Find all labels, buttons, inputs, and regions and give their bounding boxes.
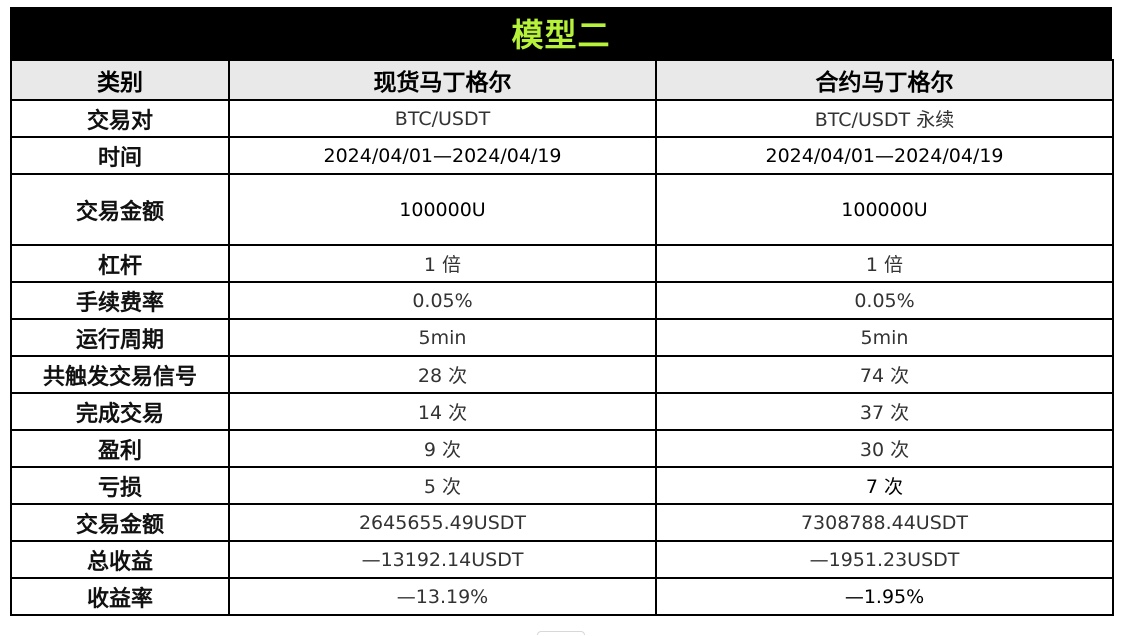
row-label: 收益率 [10,577,230,616]
spot-value: 0.05% [228,281,657,320]
table-title: 模型二 [10,7,1112,59]
table-row: 交易金额 100000U 100000U [10,173,1114,246]
table-row: 收益率 —13.19% —1.95% [10,577,1114,616]
spot-value: 9 次 [228,429,657,468]
futures-value: 0.05% [655,281,1114,320]
row-label: 盈利 [10,429,230,468]
row-label: 交易对 [10,99,230,138]
header-spot: 现货马丁格尔 [228,59,657,101]
row-label: 亏损 [10,466,230,505]
spot-value: 100000U [228,173,657,246]
comparison-table: 类别 现货马丁格尔 合约马丁格尔 交易对 BTC/USDT BTC/USDT 永… [10,59,1114,616]
row-label: 交易金额 [10,503,230,542]
table-row: 交易金额 2645655.49USDT 7308788.44USDT [10,503,1114,542]
row-label: 总收益 [10,540,230,579]
table-row: 手续费率 0.05% 0.05% [10,281,1114,320]
futures-value: 74 次 [655,355,1114,394]
spot-value: —13.19% [228,577,657,616]
spot-value: 1 倍 [228,244,657,283]
spot-value: 14 次 [228,392,657,431]
table-row: 亏损 5 次 7 次 [10,466,1114,505]
spot-value: 5min [228,318,657,357]
comparison-table-container: 模型二 类别 现货马丁格尔 合约马丁格尔 交易对 BTC/USDT BTC/US… [10,7,1114,616]
spot-value: 28 次 [228,355,657,394]
futures-value: —1951.23USDT [655,540,1114,579]
futures-value: 5min [655,318,1114,357]
spot-value: 5 次 [228,466,657,505]
futures-value: —1.95% [655,577,1114,616]
futures-value: 100000U [655,173,1114,246]
table-row: 共触发交易信号 28 次 74 次 [10,355,1114,394]
row-label: 交易金额 [10,173,230,246]
table-row: 交易对 BTC/USDT BTC/USDT 永续 [10,99,1114,138]
table-row: 总收益 —13192.14USDT —1951.23USDT [10,540,1114,579]
futures-value: BTC/USDT 永续 [655,99,1114,138]
row-label: 杠杆 [10,244,230,283]
bottom-edge-decoration [537,631,585,635]
spot-value: 2645655.49USDT [228,503,657,542]
header-futures: 合约马丁格尔 [655,59,1114,101]
spot-value: 2024/04/01—2024/04/19 [228,136,657,175]
futures-value: 7308788.44USDT [655,503,1114,542]
table-row: 运行周期 5min 5min [10,318,1114,357]
spot-value: BTC/USDT [228,99,657,138]
row-label: 手续费率 [10,281,230,320]
spot-value: —13192.14USDT [228,540,657,579]
futures-value: 37 次 [655,392,1114,431]
futures-value: 30 次 [655,429,1114,468]
row-label: 运行周期 [10,318,230,357]
futures-value: 2024/04/01—2024/04/19 [655,136,1114,175]
table-row: 盈利 9 次 30 次 [10,429,1114,468]
row-label: 时间 [10,136,230,175]
table-row: 时间 2024/04/01—2024/04/19 2024/04/01—2024… [10,136,1114,175]
futures-value: 7 次 [655,466,1114,505]
header-category: 类别 [10,59,230,101]
table-row: 完成交易 14 次 37 次 [10,392,1114,431]
row-label: 共触发交易信号 [10,355,230,394]
table-row: 杠杆 1 倍 1 倍 [10,244,1114,283]
row-label: 完成交易 [10,392,230,431]
header-row: 类别 现货马丁格尔 合约马丁格尔 [10,59,1114,101]
futures-value: 1 倍 [655,244,1114,283]
